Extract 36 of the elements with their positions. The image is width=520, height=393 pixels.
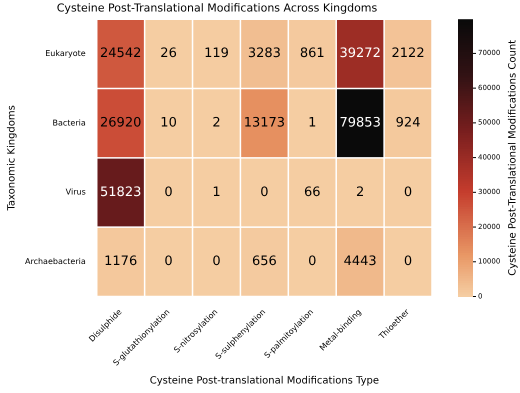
data-label: 2 [212, 116, 221, 131]
data-label: 26 [160, 46, 177, 62]
data-label: 0 [164, 254, 173, 270]
data-label: 861 [300, 46, 325, 62]
data-label: 0 [260, 184, 269, 200]
data-label: 1 [212, 184, 221, 200]
data-label: 656 [252, 254, 277, 270]
y-axis-title: Taxonomic Kingdoms [6, 105, 18, 212]
y-tick-label: Bacteria [52, 118, 86, 128]
data-label: 0 [212, 254, 221, 270]
data-label: 2122 [392, 46, 425, 62]
data-label: 39272 [339, 46, 381, 62]
data-label: 2 [356, 184, 364, 200]
data-label: 51823 [100, 184, 142, 200]
data-label: 10 [160, 116, 177, 131]
data-label: 119 [204, 46, 229, 62]
x-axis-title: Cysteine Post-translational Modifications Type [150, 376, 380, 387]
data-label: 1 [308, 116, 316, 131]
data-label: 24542 [100, 46, 142, 62]
y-tick-label: Archaebacteria [24, 256, 86, 266]
color-bar-title: Cysteine Post-Translational Modifications Count [508, 40, 519, 276]
data-label: 26920 [100, 116, 142, 131]
data-label: 924 [396, 116, 420, 131]
data-label: 0 [164, 184, 173, 200]
data-label: 0 [308, 254, 316, 270]
chart-title: Cysteine Post-Translational Modifications Across Kingdoms [56, 1, 378, 14]
data-label: 3283 [248, 46, 281, 62]
data-label: 1176 [104, 254, 138, 270]
data-label: 0 [404, 254, 412, 270]
data-label: 79853 [339, 116, 381, 131]
y-tick-label: Eukaryote [45, 48, 86, 58]
data-label: 66 [304, 184, 321, 200]
data-label: 0 [404, 184, 412, 200]
y-tick-label: Virus [66, 188, 86, 197]
data-label: 13173 [244, 116, 286, 131]
data-label: 4443 [344, 254, 377, 270]
